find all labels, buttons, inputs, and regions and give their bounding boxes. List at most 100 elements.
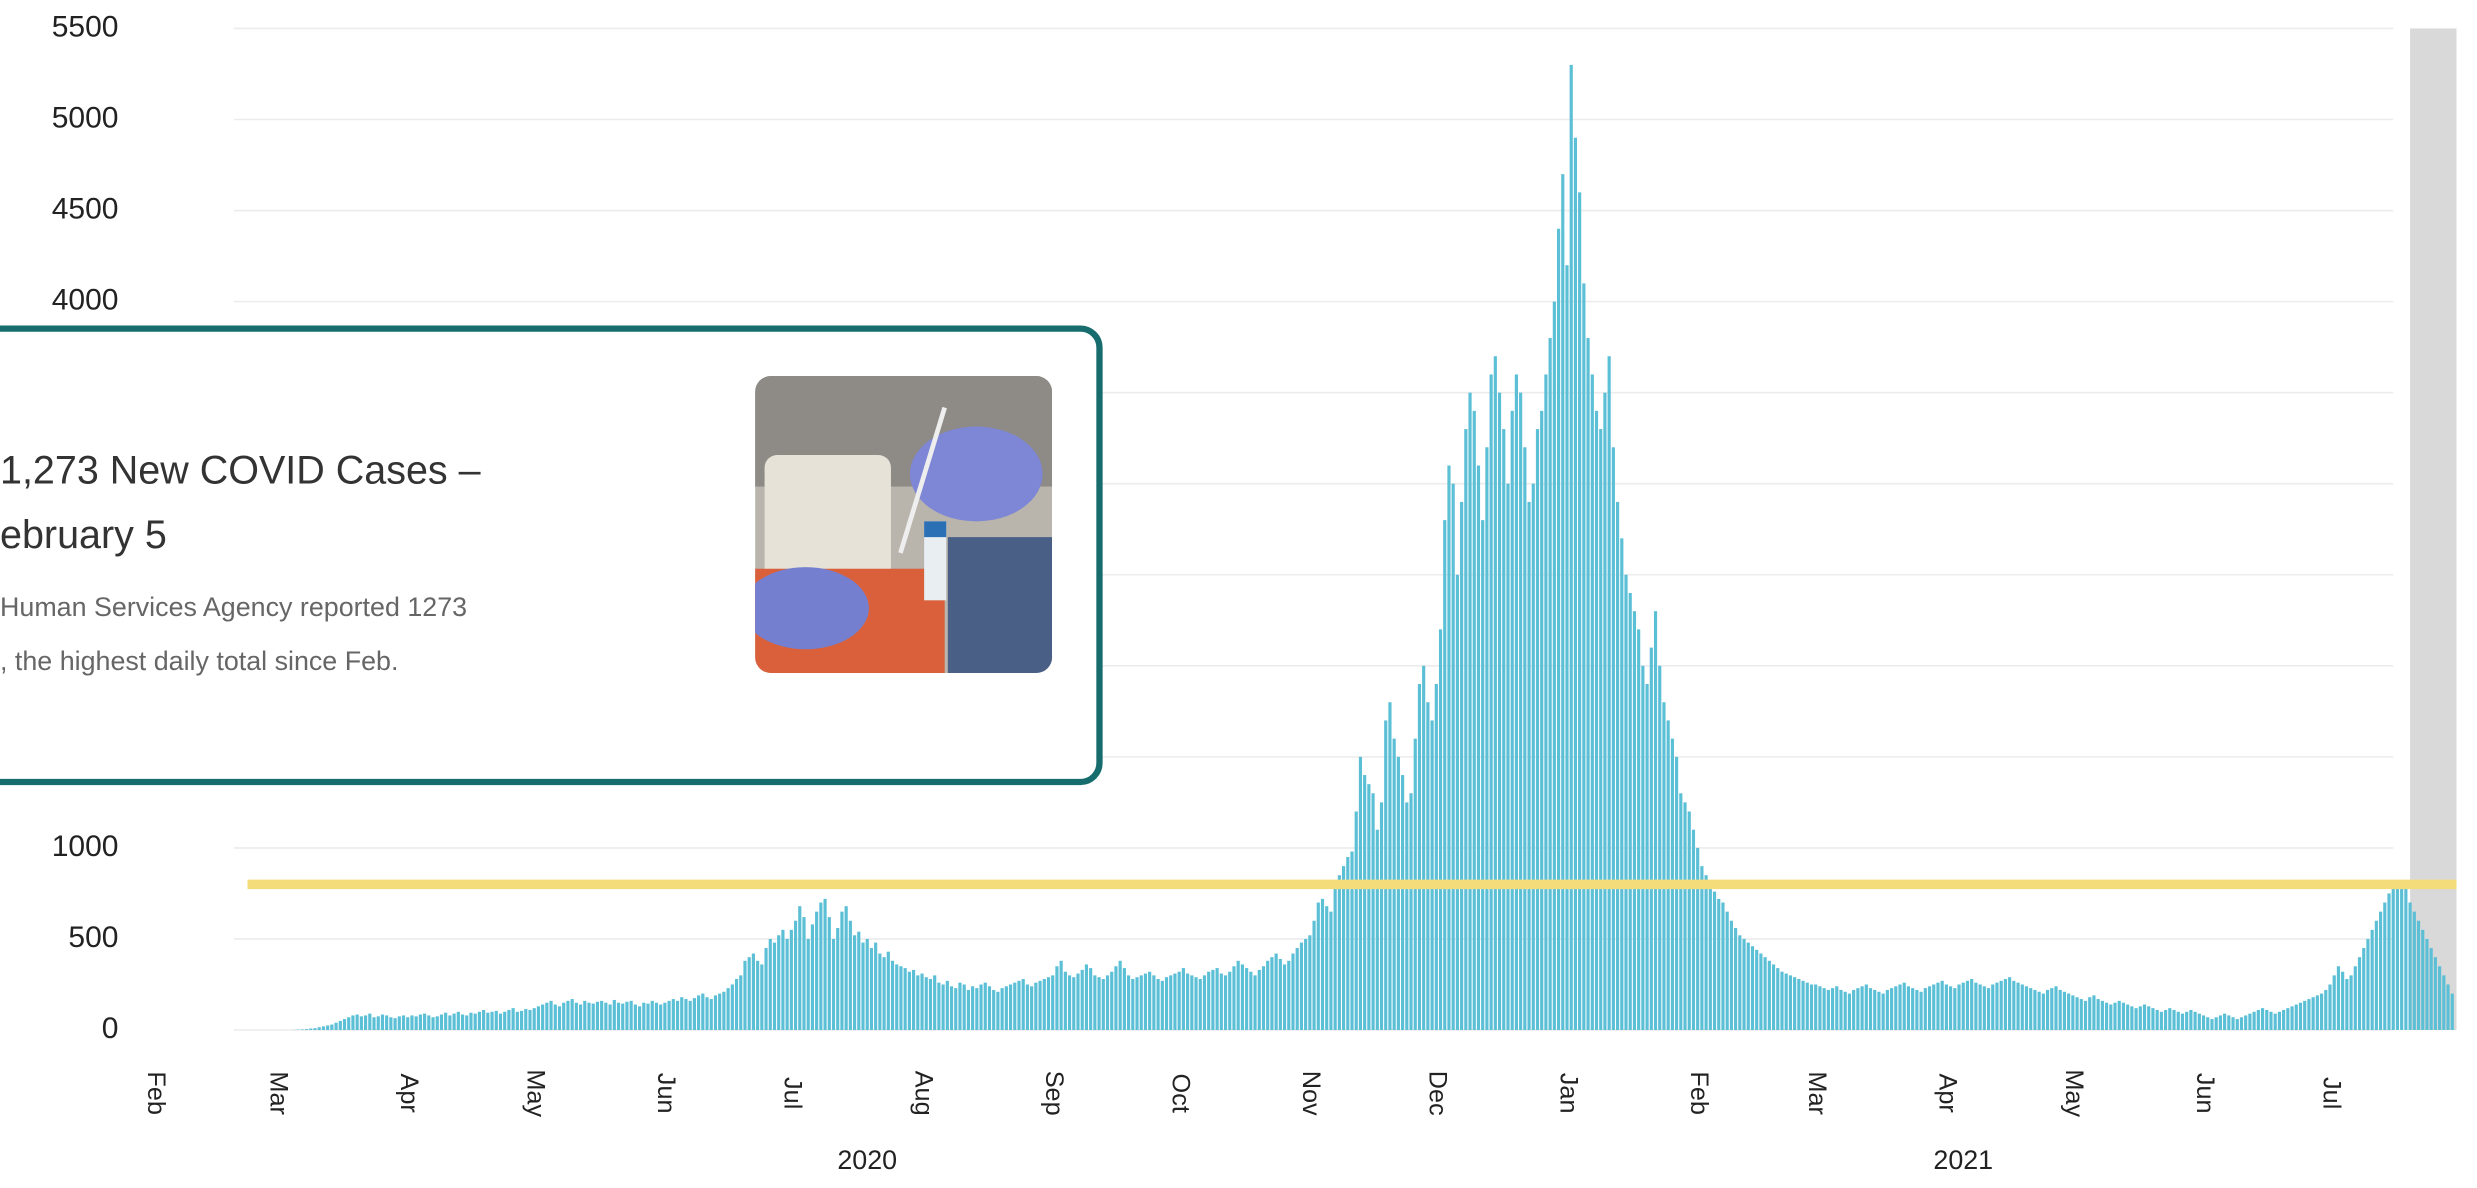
bar [414,1016,418,1031]
bar [2033,989,2037,1031]
bar [1932,984,1936,1031]
bar [1603,392,1607,1031]
bar [435,1016,439,1031]
bar [1329,911,1333,1031]
x-tick-label: Jun [2191,1073,2219,1114]
bar [869,948,874,1031]
bar [2020,984,2024,1031]
bar [1712,891,1717,1031]
card-headline: 1,273 New COVID Cases – [0,448,481,492]
bar [1253,975,1257,1031]
bar [1923,988,1927,1031]
bar [726,988,730,1031]
bar [1767,960,1771,1031]
bar [2096,999,2100,1031]
bar [1826,989,1830,1031]
bar [1927,986,1932,1031]
bar [684,999,688,1031]
bar [1059,960,1063,1031]
bar [1658,665,1662,1031]
bar [1544,374,1548,1031]
bar [730,984,734,1031]
bar [1105,975,1110,1031]
bar [861,942,865,1031]
bar [1451,483,1455,1031]
bar [566,1000,570,1031]
bar [1384,720,1388,1031]
bar [1776,968,1780,1031]
bar [612,999,616,1031]
bar [1974,982,1978,1031]
bar [1746,942,1750,1031]
bar [2277,1011,2281,1031]
bar [2446,984,2450,1031]
bar [372,1017,376,1031]
bar [2370,929,2374,1031]
bar [347,1017,351,1031]
bar [1084,964,1089,1031]
bar [1417,684,1422,1031]
bar [1485,447,1489,1031]
bar [385,1015,389,1031]
bar [1198,979,1202,1031]
bar [1282,964,1287,1031]
bar [983,982,987,1031]
bar [473,1013,477,1031]
bar [2088,997,2092,1031]
bar [1729,920,1733,1031]
bar [1000,988,1004,1031]
bar [507,1009,511,1031]
bar [1957,984,1961,1031]
bar [1042,979,1046,1031]
bar [1628,592,1632,1031]
bar [557,1006,562,1031]
bar [709,999,713,1031]
bar [1493,356,1497,1031]
bar [393,1018,397,1031]
bar [1051,975,1055,1031]
bar [1101,979,1105,1031]
bar [1696,847,1700,1031]
bar [1489,374,1493,1031]
bar [541,1004,545,1031]
bar [2201,1015,2206,1031]
bar [1999,980,2003,1031]
bar [713,995,718,1031]
bar [1110,971,1114,1031]
bar [1645,684,1649,1031]
bar [2383,902,2387,1031]
bar [1447,465,1451,1031]
bar [667,1000,671,1031]
bar [638,1006,642,1031]
bar [2391,887,2395,1031]
bar [692,998,696,1031]
card-body: , the highest daily total since Feb. [0,646,398,676]
bar [747,957,751,1031]
bar [743,960,747,1031]
x-tick-label: Oct [1167,1074,1195,1113]
bar [722,991,726,1031]
bar [949,986,954,1031]
news-card[interactable]: 1,273 New COVID Cases – ebruary 5 Human … [0,325,1103,786]
bar [675,1000,680,1031]
bar [899,966,903,1031]
bar [1704,875,1708,1031]
bar [1472,410,1476,1031]
bar [498,1013,503,1031]
bar [2041,993,2045,1031]
bar [2303,1000,2307,1031]
bar [954,988,958,1031]
bar [646,1003,650,1031]
bar [2058,989,2062,1031]
bar [583,1000,587,1031]
bar [1822,988,1826,1031]
bar [1337,875,1341,1031]
bar [1434,684,1438,1031]
bar [1304,938,1308,1031]
bar [907,971,911,1031]
bar [772,942,777,1031]
bar [996,991,1000,1031]
bar [789,929,793,1031]
bar [1578,192,1582,1031]
bar [1131,979,1135,1031]
